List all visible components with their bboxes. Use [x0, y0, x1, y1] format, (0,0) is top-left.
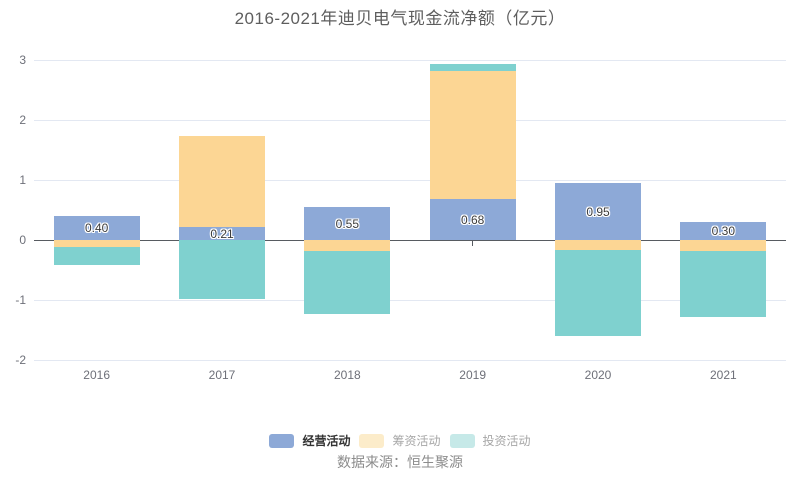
x-tick-label: 2019: [459, 368, 486, 382]
bar-group: 0.40: [53, 60, 140, 360]
gridline: [34, 60, 786, 61]
bar-segment-financing[interactable]: [179, 136, 265, 228]
bar-group: 0.95: [555, 60, 641, 360]
page-title: 2016-2021年迪贝电气现金流净额（亿元）: [234, 9, 566, 28]
y-tick-label: 2: [19, 113, 26, 127]
x-tick-label: 2020: [584, 368, 612, 382]
bar-segment-operating[interactable]: 0.95: [555, 183, 641, 240]
gridline: [34, 360, 786, 361]
bar-value-label: 0.95: [586, 204, 610, 219]
bar-segment-investing[interactable]: [680, 250, 767, 318]
bar-value-label: 0.68: [460, 212, 485, 227]
legend: 经营活动 筹资活动 投资活动: [0, 433, 800, 449]
bar-segment-operating[interactable]: 0.30: [680, 222, 767, 240]
x-tick-label: 2021: [709, 368, 737, 382]
bar-segment-investing[interactable]: [53, 247, 140, 266]
bar-value-label: 0.30: [711, 224, 736, 238]
bar-segment-operating[interactable]: 0.21: [179, 226, 265, 241]
x-tick-label: 2017: [208, 368, 236, 382]
legend-item-investing[interactable]: 投资活动: [449, 434, 531, 448]
bar-segment-financing[interactable]: [429, 70, 516, 200]
bar-group: 0.55: [304, 60, 391, 360]
zero-axis-line: [34, 240, 786, 241]
bar-group: 0.30: [680, 60, 767, 360]
bar-value-label: 0.40: [84, 221, 109, 235]
legend-swatch-investing-icon: [449, 434, 475, 448]
legend-swatch-financing-icon: [359, 434, 385, 448]
gridline: [34, 120, 786, 121]
legend-label-investing: 投资活动: [482, 434, 531, 448]
x-tick-label: 2018: [333, 368, 361, 382]
category-tick: [472, 241, 474, 246]
bar-segment-investing[interactable]: [304, 250, 391, 314]
gridline: [34, 300, 786, 301]
bar-segment-financing[interactable]: [555, 240, 641, 251]
bar-segment-financing[interactable]: [680, 240, 767, 251]
legend-label-operating: 经营活动: [302, 434, 351, 448]
bar-group: 0.21: [179, 60, 265, 360]
y-tick-label: -2: [15, 353, 26, 367]
bar-value-label: 0.55: [335, 216, 360, 231]
source-text: 数据来源：恒生聚源: [337, 454, 463, 470]
bar-segment-operating[interactable]: 0.55: [304, 207, 391, 240]
x-tick-label: 2016: [83, 368, 110, 382]
legend-item-financing[interactable]: 筹资活动: [359, 434, 441, 448]
legend-item-operating[interactable]: 经营活动: [269, 434, 350, 448]
bar-segment-financing[interactable]: [53, 240, 140, 248]
y-tick-label: 1: [19, 173, 26, 187]
bar-segment-operating[interactable]: 0.68: [429, 199, 516, 240]
chart-plot-area: 0.40 2016 0.21 2017 0.55 2018 0.68 2019 0.95 2020…: [34, 60, 786, 382]
bar-segment-investing[interactable]: [179, 240, 265, 299]
y-tick-label: 3: [19, 53, 26, 67]
bar-value-label: 0.21: [210, 226, 234, 241]
bar-segment-operating[interactable]: 0.40: [53, 216, 140, 240]
y-tick-label: -1: [15, 293, 26, 307]
legend-label-financing: 筹资活动: [392, 434, 441, 448]
bar-segment-financing[interactable]: [304, 240, 391, 251]
bar-segment-investing[interactable]: [555, 250, 641, 336]
y-tick-label: 0: [19, 233, 26, 247]
legend-swatch-operating-icon: [269, 434, 295, 448]
bar-group: 0.68: [429, 60, 516, 360]
gridline: [34, 180, 786, 181]
bar-segment-investing[interactable]: [429, 64, 516, 71]
